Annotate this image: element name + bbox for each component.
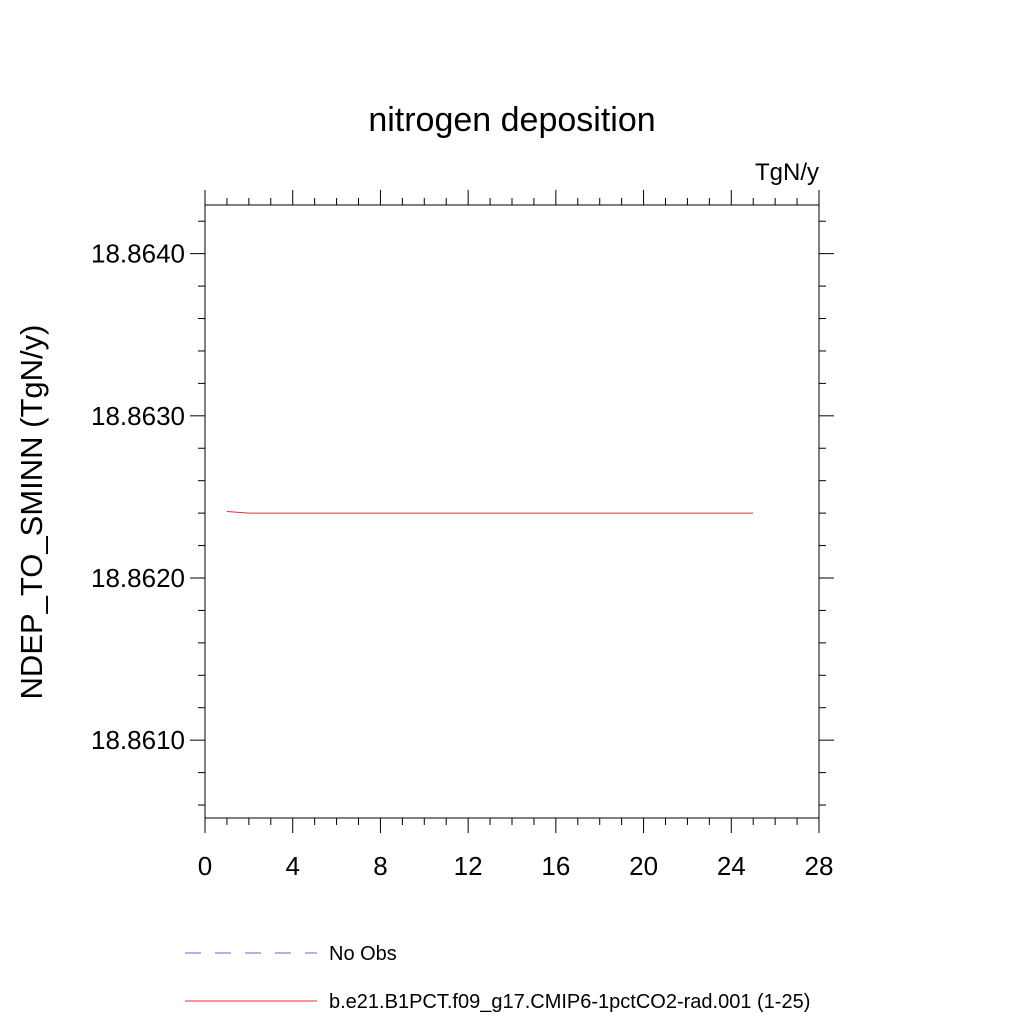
- x-tick-label: 20: [629, 851, 658, 881]
- series-line-2: [226, 511, 754, 514]
- y-tick-label: 18.8630: [91, 401, 185, 431]
- x-tick-label: 28: [805, 851, 834, 881]
- series-layer: [226, 511, 754, 514]
- legend-label: No Obs: [329, 943, 397, 965]
- axis-ticks: [190, 190, 834, 833]
- x-tick-label: 0: [198, 851, 212, 881]
- y-tick-label: 18.8610: [91, 725, 185, 755]
- units-label: TgN/y: [755, 159, 819, 186]
- legend: No Obs b.e21.B1PCT.f09_g17.CMIP6-1pctCO2-…: [185, 943, 810, 1013]
- legend-label: b.e21.B1PCT.f09_g17.CMIP6-1pctCO2-rad.00…: [329, 991, 810, 1013]
- x-tick-label: 12: [454, 851, 483, 881]
- axis-tick-labels: 0 4 8 12 16 20 24 28 18.8610 18.8620 18.8630 18.864…: [91, 239, 833, 881]
- y-tick-label: 18.8620: [91, 563, 185, 593]
- x-tick-label: 4: [285, 851, 299, 881]
- chart-title: nitrogen deposition: [368, 101, 655, 139]
- y-tick-label: 18.8640: [91, 239, 185, 269]
- x-tick-label: 16: [541, 851, 570, 881]
- y-axis-label: NDEP_TO_SMINN (TgN/y): [14, 325, 49, 700]
- plot-frame: [204, 204, 820, 819]
- x-tick-label: 24: [717, 851, 746, 881]
- x-tick-label: 8: [373, 851, 387, 881]
